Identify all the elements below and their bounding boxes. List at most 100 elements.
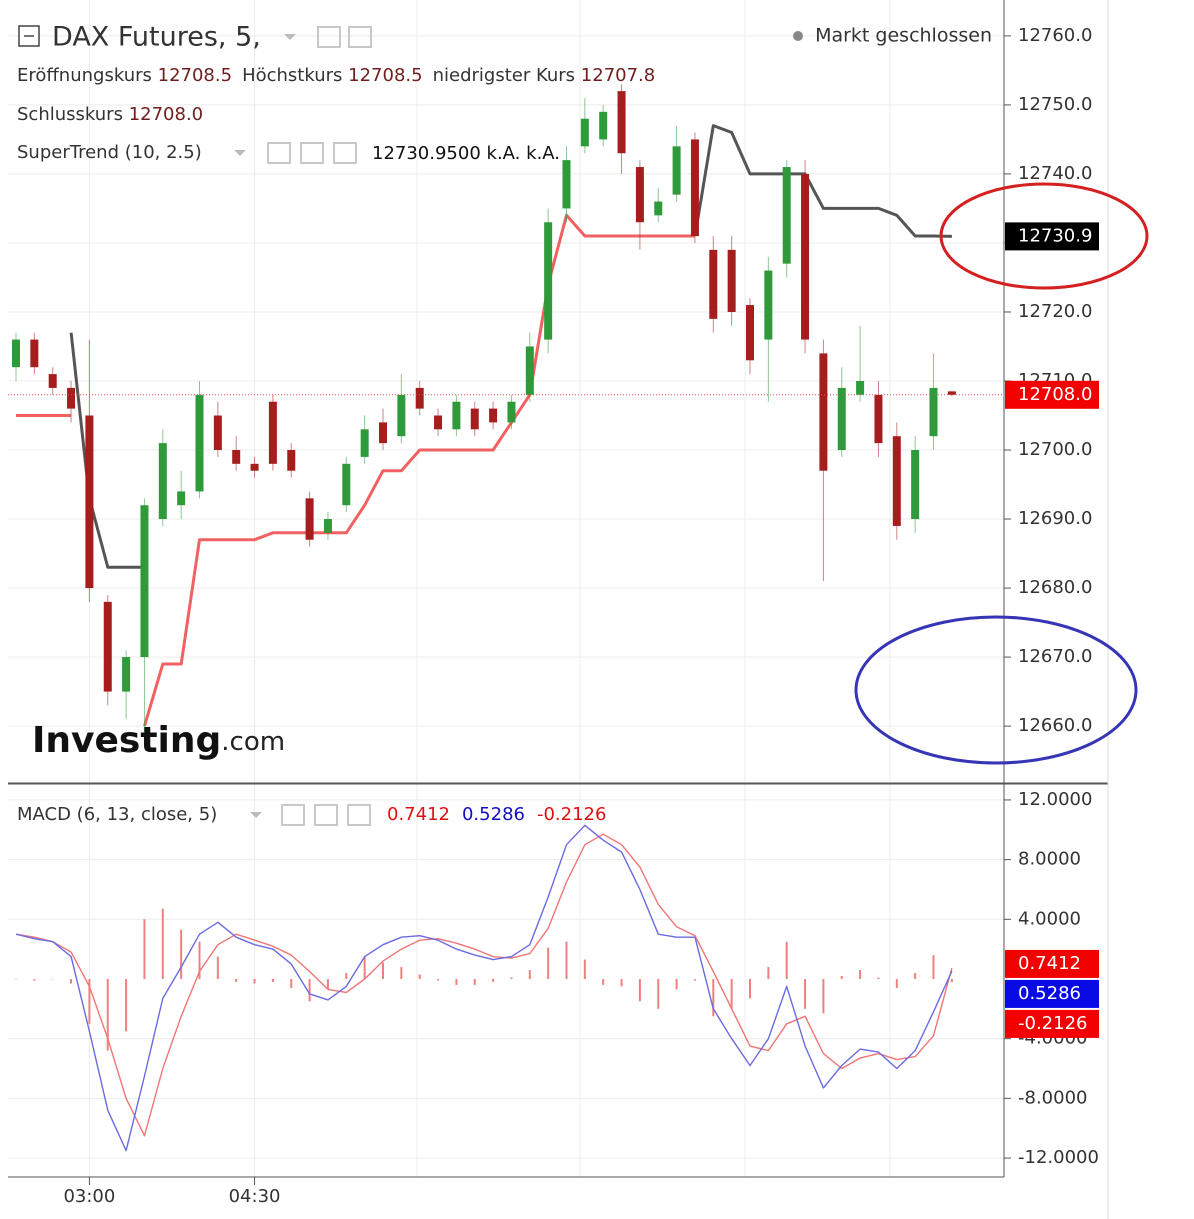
histogram-bar [473,978,476,985]
dropdown-arrow[interactable] [250,812,262,818]
macd-tag: 0.5286 [1018,983,1081,1004]
candle-body [67,387,76,409]
candle-body [452,401,461,430]
close-legend: Schlusskurs 12708.0 [17,104,203,125]
candle-body [782,167,791,264]
dropdown-arrow[interactable] [234,150,246,156]
gear-icon[interactable] [314,804,338,826]
candle-body [599,111,608,140]
candle-body [360,429,369,457]
histogram-bar [180,929,183,979]
eye-icon[interactable] [281,804,305,826]
ohlc-legend: Eröffnungskurs 12708.5 Höchstkurs 12708.5… [17,65,655,86]
histogram-bar [895,978,898,988]
histogram-bar [804,978,807,1009]
histogram-bar [730,978,733,1009]
candle-body [323,519,332,533]
candle-body [397,394,406,437]
macd-line [15,824,953,1152]
supertrend-tag: 12730.9 [1018,225,1092,246]
histogram-bar [363,956,366,979]
signal-tag-bg [1005,949,1099,978]
chart-title: DAX Futures, 5, [52,22,261,53]
labels: 12760.012750.012740.012730.012720.012710… [63,25,1099,1207]
candle-body [379,422,387,444]
eye-icon[interactable] [317,26,341,48]
candle-body [213,415,222,451]
histogram-bar [877,977,880,979]
histogram-bar [492,978,495,982]
watermark: Investing.com [32,720,285,761]
gear-icon[interactable] [300,142,324,164]
candle-body [911,450,920,520]
candle-body [342,463,351,506]
candle-body [727,249,736,312]
histogram-bar [326,978,329,990]
candle-body [434,415,443,430]
histogram-bar [51,978,54,980]
gear-icon[interactable] [348,26,372,48]
candle-body [746,305,754,361]
histogram-bar [583,959,586,979]
candle-body [195,394,204,492]
candle-body [580,118,589,147]
histogram-bar [547,947,550,979]
histogram-bar [528,970,531,979]
candle-body [305,498,314,540]
y-tick-label: -8.0000 [1018,1087,1087,1108]
histogram-bar [161,908,164,979]
candle-body [470,408,479,430]
candle-body [562,160,571,209]
last-price-tag: 12708.0 [1018,384,1092,405]
eye-icon[interactable] [267,142,291,164]
candle-body [232,450,241,464]
candle-body [672,146,681,195]
histogram-bar [70,978,73,984]
histogram-bar [418,974,421,979]
histogram-bar [914,973,917,979]
histogram-bar [216,956,219,979]
histogram-tag-bg [1005,1009,1099,1038]
candle-body [85,415,94,589]
histogram-bar [712,978,715,1017]
last-price-tag-bg [1005,380,1099,409]
candle-body [507,401,516,423]
histogram-bar [15,978,17,980]
candle-body [690,139,699,237]
histogram-bar [88,978,91,1024]
candle-body [801,173,810,340]
y-tick-label: 12670.0 [1018,646,1092,667]
y-tick-label: 12740.0 [1018,163,1092,184]
histogram-bar [620,978,623,987]
histogram-tag: -0.2126 [1018,1013,1087,1034]
x-tick-label: 04:30 [229,1186,281,1207]
close-icon[interactable] [333,142,357,164]
histogram-bar [198,941,201,979]
dropdown-arrow[interactable] [284,34,296,40]
marks [8,84,1004,1152]
y-tick-label: 12720.0 [1018,301,1092,322]
candle-body [544,222,553,340]
candle-body [415,387,424,409]
candle-body [122,657,131,692]
close-icon[interactable] [347,804,371,826]
histogram-bar [657,978,660,1009]
supertrend-values: 12730.9500 k.A. k.A. [372,143,560,164]
market-status: Markt geschlossen [815,25,992,47]
histogram-bar [638,978,641,1002]
annotation-circle [939,182,1149,290]
candle-body [287,450,296,471]
candle-body [654,201,663,216]
histogram-bar [510,977,513,979]
candle-body [856,380,865,395]
histogram-bar [235,978,238,982]
candle-body [929,387,938,437]
y-tick-label: 12700.0 [1018,439,1092,460]
macd-tag-bg [1005,979,1099,1008]
histogram-bar [437,978,440,981]
macd-title: MACD (6, 13, close, 5) [17,804,217,825]
histogram-bar [602,978,605,985]
histogram-bar [290,978,293,988]
